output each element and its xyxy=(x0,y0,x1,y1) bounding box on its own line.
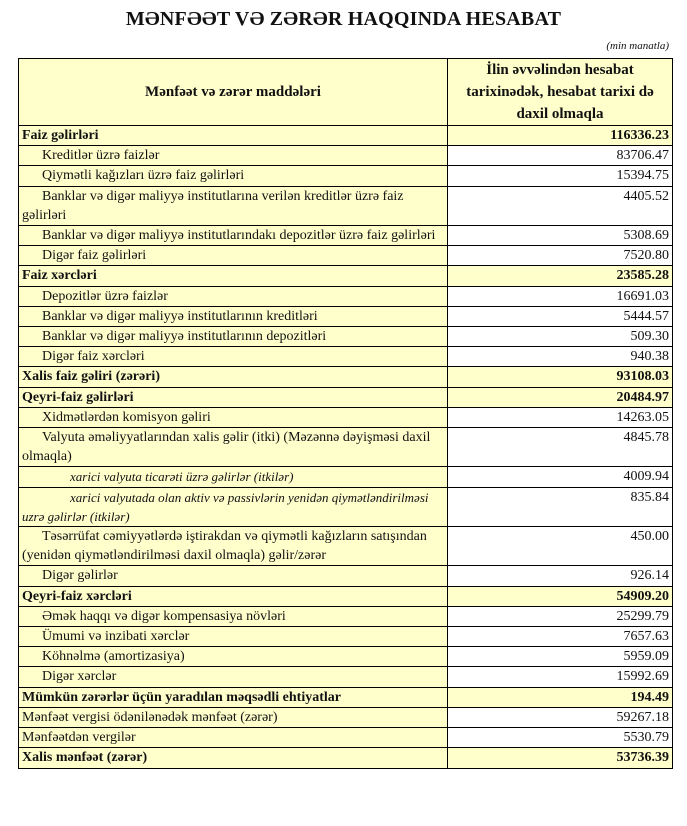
row-value: 83706.47 xyxy=(447,145,673,167)
page-title: MƏNFƏƏT VƏ ZƏRƏR HAQQINDA HESABAT xyxy=(125,8,562,30)
row-value: 7657.63 xyxy=(447,626,673,648)
row-label: Xalis mənfəət (zərər) xyxy=(18,747,448,769)
row-label: Digər faiz gəlirləri xyxy=(18,245,448,267)
row-value: 4845.78 xyxy=(447,427,673,468)
table-row: Valyuta əməliyyatlarından xalis gəlir (i… xyxy=(18,427,673,468)
row-value: 16691.03 xyxy=(447,285,673,307)
table-row: Banklar və digər maliyyə institutlarına … xyxy=(18,185,673,227)
row-label: Mənfəət vergisi ödənilənədək mənfəət (zə… xyxy=(18,706,448,729)
row-label: Köhnəlmə (amortizasiya) xyxy=(18,646,448,668)
row-label: Banklar və digər maliyyə institutlarında… xyxy=(18,225,448,247)
row-label: Digər faiz xərcləri xyxy=(18,346,448,368)
row-value: 7520.80 xyxy=(447,245,673,267)
table-row: xarici valyutada olan aktiv və passivlər… xyxy=(18,486,673,528)
row-label: Əmək haqqı və digər kompensasiya növləri xyxy=(18,605,448,628)
header-items: Mənfəət və zərər maddələri xyxy=(18,58,448,126)
row-value: 15992.69 xyxy=(447,666,673,688)
row-value: 194.49 xyxy=(447,686,673,708)
table-row: Mənfəət vergisi ödənilənədək mənfəət (zə… xyxy=(18,706,673,729)
row-value: 5444.57 xyxy=(447,305,673,328)
table-row: Banklar və digər maliyyə institutlarının… xyxy=(18,326,673,348)
row-value: 4009.94 xyxy=(447,466,673,488)
row-label: Faiz xərcləri xyxy=(18,265,448,287)
table-row: Mümkün zərərlər üçün yaradılan məqsədli … xyxy=(18,686,673,708)
row-value: 5959.09 xyxy=(447,646,673,668)
row-label: Valyuta əməliyyatlarından xalis gəlir (i… xyxy=(18,427,448,468)
row-value: 5530.79 xyxy=(447,727,673,749)
table-row: Digər faiz gəlirləri 7520.80 xyxy=(18,245,673,267)
row-label: xarici valyuta ticarəti üzrə gəlirlər (i… xyxy=(18,466,448,488)
row-label: Qiymətli kağızları üzrə faiz gəlirləri xyxy=(18,165,448,187)
row-value: 835.84 xyxy=(447,486,673,528)
table-row: Qeyri-faiz gəlirləri 20484.97 xyxy=(18,386,673,408)
row-label: Mənfəətdən vergilər xyxy=(18,727,448,749)
row-label: Depozitlər üzrə faizlər xyxy=(18,285,448,307)
table-row: Digər gəlirlər 926.14 xyxy=(18,565,673,587)
row-label: Xalis faiz gəliri (zərəri) xyxy=(18,366,448,388)
row-value: 93108.03 xyxy=(447,366,673,388)
table-row: Köhnəlmə (amortizasiya) 5959.09 xyxy=(18,646,673,668)
row-value: 25299.79 xyxy=(447,605,673,628)
row-label: Təsərrüfat cəmiyyətlərdə iştirakdan və q… xyxy=(18,526,448,567)
row-value: 4405.52 xyxy=(447,185,673,227)
row-value: 59267.18 xyxy=(447,706,673,729)
row-label: Digər xərclər xyxy=(18,666,448,688)
row-label: Mümkün zərərlər üçün yaradılan məqsədli … xyxy=(18,686,448,708)
income-statement-table: Mənfəət və zərər maddələri İlin əvvəlind… xyxy=(18,58,673,769)
row-value: 940.38 xyxy=(447,346,673,368)
table-row: Faiz gəlirləri 116336.23 xyxy=(18,124,673,147)
table-row: Kreditlər üzrə faizlər 83706.47 xyxy=(18,145,673,167)
table-row: Qeyri-faiz xərcləri 54909.20 xyxy=(18,585,673,607)
table-row: xarici valyuta ticarəti üzrə gəlirlər (i… xyxy=(18,466,673,488)
row-value: 509.30 xyxy=(447,326,673,348)
table-row: Əmək haqqı və digər kompensasiya növləri… xyxy=(18,605,673,628)
unit-note: (min manatla) xyxy=(606,40,669,52)
table-row: Depozitlər üzrə faizlər 16691.03 xyxy=(18,285,673,307)
row-label: Ümumi və inzibati xərclər xyxy=(18,626,448,648)
row-value: 15394.75 xyxy=(447,165,673,187)
table-row: Mənfəətdən vergilər 5530.79 xyxy=(18,727,673,749)
table-row: Banklar və digər maliyyə institutlarında… xyxy=(18,225,673,247)
table-row: Xidmətlərdən komisyon gəliri 14263.05 xyxy=(18,406,673,429)
row-value: 14263.05 xyxy=(447,406,673,429)
table-row: Banklar və digər maliyyə institutlarının… xyxy=(18,305,673,328)
row-label: Faiz gəlirləri xyxy=(18,124,448,147)
table-row: Qiymətli kağızları üzrə faiz gəlirləri 15… xyxy=(18,165,673,187)
row-label: Xidmətlərdən komisyon gəliri xyxy=(18,406,448,429)
table-row: Təsərrüfat cəmiyyətlərdə iştirakdan və q… xyxy=(18,526,673,567)
row-value: 116336.23 xyxy=(447,124,673,147)
row-value: 926.14 xyxy=(447,565,673,587)
row-label: Banklar və digər maliyyə institutlarına … xyxy=(18,185,448,227)
row-label: Banklar və digər maliyyə institutlarının… xyxy=(18,305,448,328)
row-label: Kreditlər üzrə faizlər xyxy=(18,145,448,167)
row-value: 450.00 xyxy=(447,526,673,567)
row-value: 54909.20 xyxy=(447,585,673,607)
row-value: 20484.97 xyxy=(447,386,673,408)
row-value: 5308.69 xyxy=(447,225,673,247)
table-row: Xalis faiz gəliri (zərəri) 93108.03 xyxy=(18,366,673,388)
row-label: xarici valyutada olan aktiv və passivlər… xyxy=(18,486,448,528)
table-row: Xalis mənfəət (zərər) 53736.39 xyxy=(18,747,673,769)
row-value: 23585.28 xyxy=(447,265,673,287)
table-row: Faiz xərcləri 23585.28 xyxy=(18,265,673,287)
row-label: Qeyri-faiz xərcləri xyxy=(18,585,448,607)
table-row: Ümumi və inzibati xərclər 7657.63 xyxy=(18,626,673,648)
row-label: Banklar və digər maliyyə institutlarının… xyxy=(18,326,448,348)
row-value: 53736.39 xyxy=(447,747,673,769)
header-period: İlin əvvəlindən hesabat tarixinədək, hes… xyxy=(447,58,673,126)
row-label: Qeyri-faiz gəlirləri xyxy=(18,386,448,408)
table-row: Digər faiz xərcləri 940.38 xyxy=(18,346,673,368)
header-row: Mənfəət və zərər maddələri İlin əvvəlind… xyxy=(18,58,673,126)
table-row: Digər xərclər 15992.69 xyxy=(18,666,673,688)
row-label: Digər gəlirlər xyxy=(18,565,448,587)
